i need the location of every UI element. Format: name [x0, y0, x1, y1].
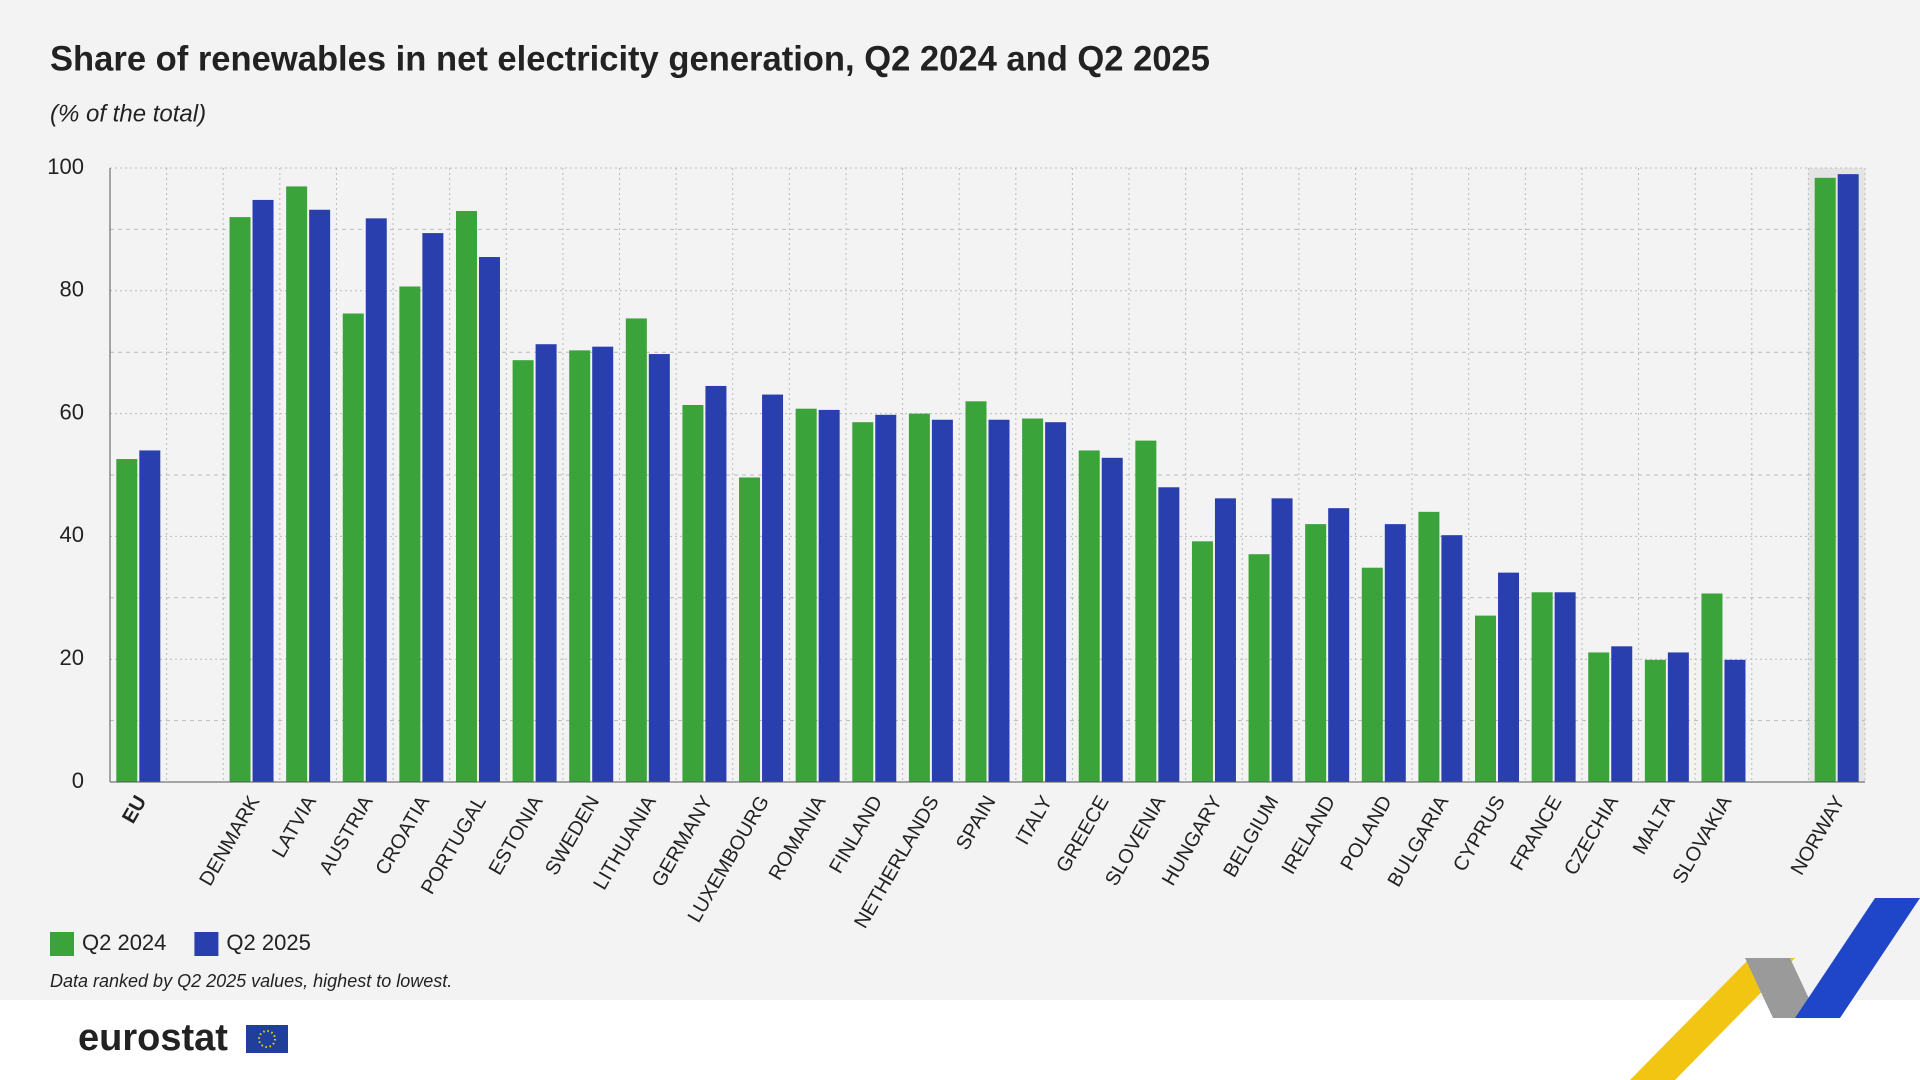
bar	[1611, 646, 1633, 782]
bar	[229, 217, 251, 782]
bar	[1475, 615, 1497, 782]
bar	[1554, 592, 1576, 782]
legend-swatch	[50, 932, 74, 956]
bar	[365, 218, 387, 782]
bar	[1305, 524, 1327, 782]
bar	[1101, 457, 1123, 782]
y-tick-label: 40	[60, 522, 84, 547]
decor	[1745, 958, 1818, 1018]
bar	[116, 459, 138, 782]
bar	[478, 257, 500, 782]
bar	[1814, 177, 1836, 783]
eu-stars	[258, 1030, 276, 1048]
bar	[1441, 535, 1463, 782]
bar	[648, 354, 670, 782]
bar	[512, 360, 534, 782]
bar	[1191, 541, 1213, 782]
bar	[1531, 592, 1553, 782]
bar	[908, 413, 930, 782]
bar	[875, 414, 897, 782]
eu-flag	[246, 1025, 288, 1053]
bar	[1361, 567, 1383, 782]
y-tick-label: 60	[60, 399, 84, 424]
bar	[682, 405, 704, 782]
bar	[1045, 422, 1067, 782]
decor	[1795, 898, 1920, 1018]
bar	[852, 422, 874, 782]
bar	[1588, 652, 1610, 782]
note: Data ranked by Q2 2025 values, highest t…	[50, 971, 452, 991]
bar	[1644, 659, 1666, 782]
bar	[1418, 511, 1440, 782]
bar	[1271, 498, 1293, 782]
bar	[795, 408, 817, 782]
bar	[455, 210, 477, 783]
bar	[1078, 450, 1100, 782]
bar	[988, 419, 1010, 782]
bar	[309, 209, 331, 782]
bar	[1724, 659, 1746, 782]
bar	[965, 401, 987, 782]
bar	[762, 394, 784, 782]
bar	[592, 346, 614, 782]
y-tick-label: 100	[47, 154, 84, 179]
bar	[1135, 440, 1157, 782]
bar	[739, 477, 761, 782]
y-tick-label: 0	[72, 768, 84, 793]
bar	[1667, 652, 1689, 782]
bar	[535, 344, 557, 782]
chart-title: Share of renewables in net electricity g…	[50, 39, 1210, 78]
bar	[286, 186, 308, 783]
bar	[1837, 174, 1859, 782]
legend-label: Q2 2025	[226, 930, 310, 955]
bar	[342, 313, 364, 782]
bar	[931, 419, 953, 782]
bar	[252, 199, 274, 783]
bar	[1498, 572, 1520, 782]
legend-label: Q2 2024	[82, 930, 166, 955]
bar	[1158, 487, 1180, 782]
decor	[1630, 958, 1795, 1080]
bar	[1214, 498, 1236, 782]
bar	[1328, 508, 1350, 782]
bar	[399, 286, 421, 782]
y-tick-label: 20	[60, 645, 84, 670]
bar	[569, 350, 591, 782]
legend-swatch	[194, 932, 219, 956]
bar	[1022, 418, 1044, 782]
bar	[818, 409, 840, 782]
bar	[1248, 554, 1270, 782]
logo: eurostat	[78, 1017, 228, 1059]
chart-subtitle: (% of the total)	[50, 100, 206, 127]
bar	[705, 385, 727, 782]
bar	[139, 450, 161, 782]
bar	[625, 318, 647, 782]
y-tick-label: 80	[60, 277, 84, 302]
bar	[422, 233, 444, 783]
bar	[1701, 593, 1723, 782]
bar	[1384, 524, 1406, 782]
